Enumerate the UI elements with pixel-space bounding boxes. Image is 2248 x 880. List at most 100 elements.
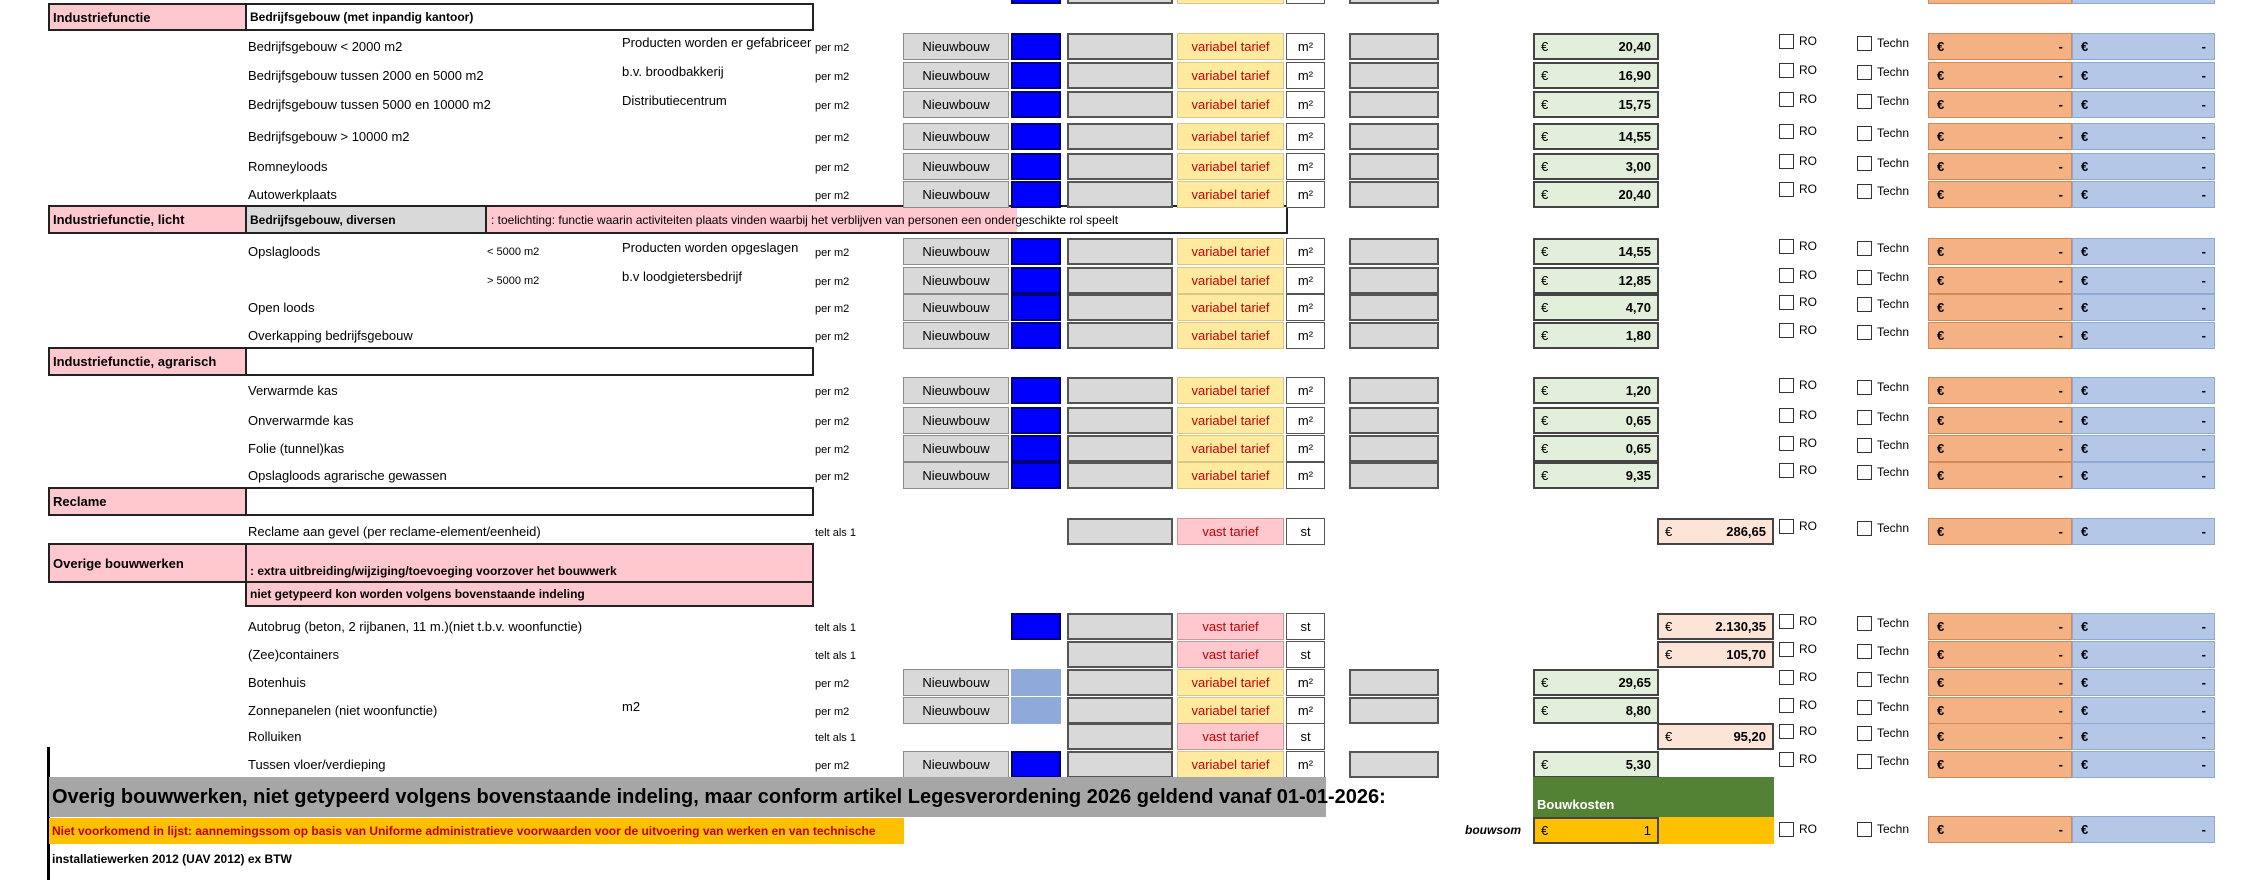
checkbox-box[interactable] [1857,379,1872,395]
techn-checkbox[interactable]: Techn [1857,697,1909,717]
amount-input[interactable] [1067,33,1173,60]
ro-checkbox[interactable]: RO [1779,179,1817,199]
extra-input[interactable] [1349,0,1439,4]
checkbox-box[interactable] [1857,155,1872,171]
checkbox-box[interactable] [1779,435,1794,451]
checkbox-box[interactable] [1779,641,1794,657]
checkbox-box[interactable] [1857,93,1872,109]
checkbox-box[interactable] [1857,409,1872,425]
type-dropdown[interactable]: Nieuwbouw [903,238,1009,265]
quantity-input[interactable] [1011,435,1061,462]
ro-checkbox[interactable]: RO [1779,121,1817,141]
extra-input[interactable] [1349,751,1439,778]
amount-input[interactable] [1067,123,1173,150]
checkbox-box[interactable] [1857,125,1872,141]
checkbox-box[interactable] [1857,183,1872,199]
extra-input[interactable] [1349,377,1439,404]
amount-input[interactable] [1067,181,1173,208]
quantity-input[interactable] [1011,91,1061,118]
checkbox-box[interactable] [1857,35,1872,51]
quantity-input[interactable] [1011,462,1061,489]
ro-checkbox[interactable]: RO [1779,60,1817,80]
quantity-input[interactable] [1011,33,1061,60]
checkbox-box[interactable] [1857,699,1872,715]
checkbox-box[interactable] [1779,462,1794,478]
ro-checkbox[interactable]: RO [1779,460,1817,480]
techn-checkbox[interactable]: Techn [1857,294,1909,314]
extra-input[interactable] [1349,697,1439,724]
extra-input[interactable] [1349,435,1439,462]
checkbox-box[interactable] [1779,518,1794,534]
type-dropdown[interactable]: Nieuwbouw [903,322,1009,349]
ro-checkbox[interactable]: RO [1779,433,1817,453]
amount-input[interactable] [1067,613,1173,640]
techn-checkbox[interactable]: Techn [1857,91,1909,111]
techn-checkbox[interactable]: Techn [1857,751,1909,771]
ro-checkbox[interactable]: RO [1779,516,1817,536]
checkbox-box[interactable] [1779,238,1794,254]
techn-checkbox[interactable]: Techn [1857,819,1909,839]
amount-input[interactable] [1067,407,1173,434]
extra-input[interactable] [1349,62,1439,89]
extra-input[interactable] [1349,462,1439,489]
checkbox-box[interactable] [1857,296,1872,312]
checkbox-box[interactable] [1779,613,1794,629]
techn-checkbox[interactable]: Techn [1857,62,1909,82]
checkbox-box[interactable] [1779,91,1794,107]
quantity-input[interactable] [1011,751,1061,778]
quantity-input[interactable] [1011,613,1061,640]
techn-checkbox[interactable]: Techn [1857,322,1909,342]
checkbox-box[interactable] [1857,437,1872,453]
amount-input[interactable] [1067,322,1173,349]
quantity-input[interactable] [1011,123,1061,150]
checkbox-box[interactable] [1779,697,1794,713]
type-dropdown[interactable]: Nieuwbouw [903,62,1009,89]
type-dropdown[interactable]: Nieuwbouw [903,669,1009,696]
techn-checkbox[interactable]: Techn [1857,407,1909,427]
extra-input[interactable] [1349,153,1439,180]
ro-checkbox[interactable]: RO [1779,375,1817,395]
amount-input[interactable] [1067,91,1173,118]
type-dropdown[interactable]: Nieuwbouw [903,435,1009,462]
amount-input[interactable] [1067,377,1173,404]
checkbox-box[interactable] [1779,62,1794,78]
extra-input[interactable] [1349,294,1439,321]
type-dropdown[interactable]: Nieuwbouw [903,267,1009,294]
techn-checkbox[interactable]: Techn [1857,435,1909,455]
type-dropdown[interactable]: Nieuwbouw [903,294,1009,321]
checkbox-box[interactable] [1779,751,1794,767]
ro-checkbox[interactable]: RO [1779,695,1817,715]
type-dropdown[interactable]: Nieuwbouw [903,153,1009,180]
amount-input[interactable] [1067,435,1173,462]
techn-checkbox[interactable]: Techn [1857,518,1909,538]
ro-checkbox[interactable]: RO [1779,749,1817,769]
checkbox-box[interactable] [1857,615,1872,631]
quantity-input[interactable] [1011,153,1061,180]
amount-input[interactable] [1067,238,1173,265]
checkbox-box[interactable] [1779,153,1794,169]
type-dropdown[interactable]: Nieuwbouw [903,407,1009,434]
amount-input[interactable] [1067,641,1173,668]
amount-input[interactable] [1067,518,1173,545]
ro-checkbox[interactable]: RO [1779,265,1817,285]
extra-input[interactable] [1349,238,1439,265]
checkbox-box[interactable] [1857,821,1872,837]
techn-checkbox[interactable]: Techn [1857,267,1909,287]
type-dropdown[interactable]: Nieuwbouw [903,181,1009,208]
type-dropdown[interactable]: Nieuwbouw [903,91,1009,118]
quantity-input[interactable] [1011,377,1061,404]
checkbox-box[interactable] [1779,669,1794,685]
checkbox-box[interactable] [1857,269,1872,285]
ro-checkbox[interactable]: RO [1779,320,1817,340]
amount-input[interactable] [1067,669,1173,696]
amount-input[interactable] [1067,153,1173,180]
quantity-input[interactable] [1011,181,1061,208]
quantity-input[interactable] [1011,62,1061,89]
quantity-input[interactable] [1011,407,1061,434]
quantity-input[interactable] [1011,294,1061,321]
checkbox-box[interactable] [1779,181,1794,197]
quantity-input[interactable] [1011,0,1061,4]
amount-input[interactable] [1067,697,1173,724]
checkbox-box[interactable] [1779,407,1794,423]
extra-input[interactable] [1349,123,1439,150]
